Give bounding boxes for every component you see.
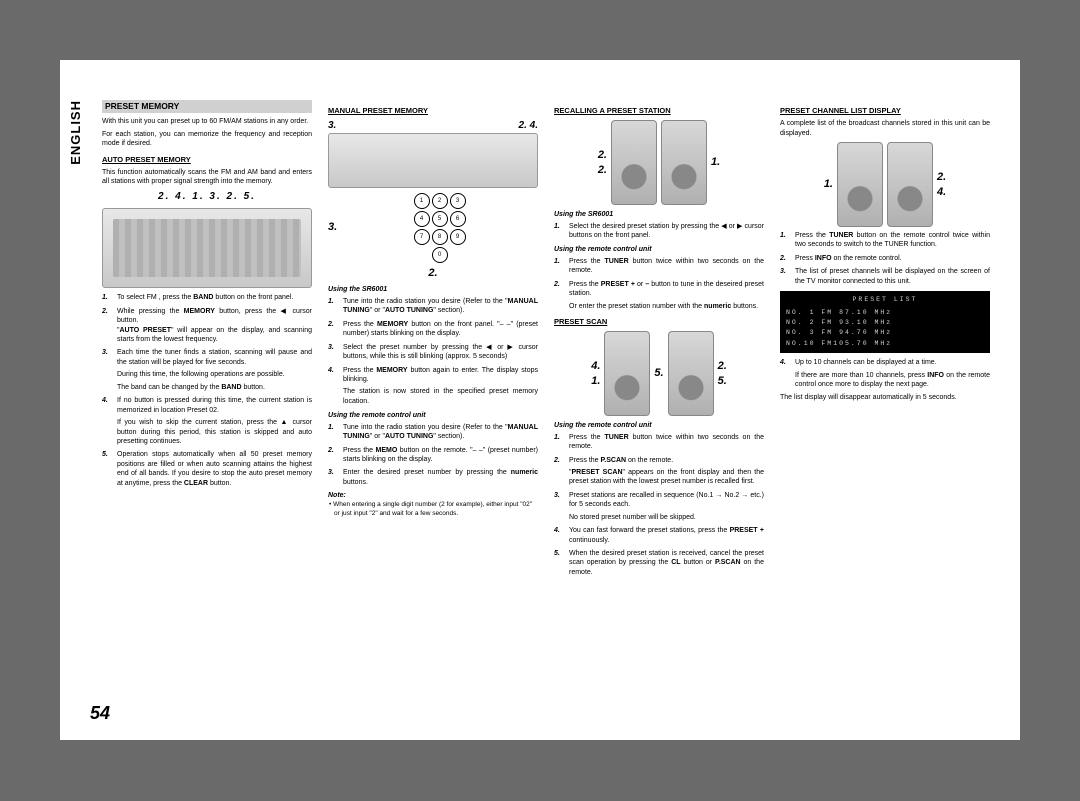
using-sr6001-2: Using the SR6001 [554,210,764,219]
scan-m: 5. [654,366,663,381]
channel-list-intro: A complete list of the broadcast channel… [780,119,990,138]
scan-l2: 1. [591,374,600,389]
recall-sr6001-steps: 1.Select the desired preset station by p… [554,222,764,241]
col-2: MANUAL PRESET MEMORY 3. 2. 4. 3. 123 456 7… [328,100,538,581]
manual-remote-steps: 1.Tune into the radio station you desire… [328,423,538,488]
step-item: 4.If no button is pressed during this ti… [102,396,312,446]
recall-title: RECALLING A PRESET STATION [554,106,764,116]
preset-memory-title: PRESET MEMORY [102,100,312,113]
step-item: 1.Press the TUNER button twice within tw… [554,433,764,452]
keypad-key: 8 [432,229,448,245]
auto-intro: This function automatically scans the FM… [102,168,312,187]
remote-image-6 [887,142,933,227]
step-item: 5.When the desired preset station is rec… [554,549,764,577]
manual-page: ENGLISH PRESET MEMORY With this unit you… [60,60,1020,740]
list-r1: 2. [937,170,946,185]
list-r2: 4. [937,185,946,200]
receiver-front-image [102,208,312,288]
keypad-bottom-lbl: 2. [328,266,538,281]
col-3: RECALLING A PRESET STATION 2. 2. 1. Usin… [554,100,764,581]
scan-remote-steps: 1.Press the TUNER button twice within tw… [554,433,764,578]
lbl-3: 3. [328,119,336,133]
device-callouts: 2. 4. 1. 3. 2. 5. [102,190,312,204]
list-steps-b: 4.Up to 10 channels can be displayed at … [780,358,990,389]
col-4: PRESET CHANNEL LIST DISPLAY A complete l… [780,100,990,581]
step-item: 2.Press the P.SCAN on the remote."PRESET… [554,456,764,487]
manual-preset-title: MANUAL PRESET MEMORY [328,106,538,116]
list-tail: The list display will disappear automati… [780,393,990,402]
col-1: PRESET MEMORY With this unit you can pre… [102,100,312,581]
step-item: 4.Press the MEMORY button again to enter… [328,366,538,407]
keypad-key: 9 [450,229,466,245]
page-number: 54 [90,703,110,724]
keypad-key: 2 [432,193,448,209]
note-heading: Note: [328,491,538,500]
using-remote-2: Using the remote control unit [554,245,764,254]
keypad-key: 4 [414,211,430,227]
step-item: 4.You can fast forward the preset statio… [554,526,764,545]
language-tab: ENGLISH [68,100,83,165]
step-item: 1.Press the TUNER button on the remote c… [780,231,990,250]
step-item: 1.Select the desired preset station by p… [554,222,764,241]
using-remote-3: Using the remote control unit [554,421,764,430]
step-item: 1.Press the TUNER button twice within tw… [554,257,764,276]
step-item: 2.While pressing the MEMORY button, pres… [102,307,312,345]
list-l: 1. [824,177,833,192]
step-item: 3.Each time the tuner finds a station, s… [102,348,312,392]
list-remote-row: 1. 2. 4. [780,142,990,227]
step-item: 3.The list of preset channels will be di… [780,267,990,286]
remote-image-4 [668,331,714,416]
recall-l1: 2. [598,148,607,163]
step-item: 2.Press the PRESET + or – button to tune… [554,280,764,311]
channel-list-title: PRESET CHANNEL LIST DISPLAY [780,106,990,116]
auto-preset-title: AUTO PRESET MEMORY [102,155,312,165]
auto-steps: 1.To select FM , press the BAND button o… [102,293,312,488]
manual-sr6001-steps: 1.Tune into the radio station you desire… [328,297,538,406]
intro-2: For each station, you can memorize the f… [102,130,312,149]
step-item: 4.Up to 10 channels can be displayed at … [780,358,990,389]
scan-r1: 2. [718,359,727,374]
mini-top-labels: 3. 2. 4. [328,119,538,133]
keypad-key: 5 [432,211,448,227]
keypad-key: 3 [450,193,466,209]
keypad-left-lbl: 3. [328,220,337,235]
using-remote-1: Using the remote control unit [328,411,538,420]
keypad-key: 7 [414,229,430,245]
recall-r: 1. [711,155,720,170]
step-item: 1.Tune into the radio station you desire… [328,297,538,316]
recall-remote-steps: 1.Press the TUNER button twice within tw… [554,257,764,311]
step-item: 1.To select FM , press the BAND button o… [102,293,312,302]
step-item: 3.Select the preset number by pressing t… [328,343,538,362]
content-columns: PRESET MEMORY With this unit you can pre… [102,100,990,581]
recall-l2: 2. [598,163,607,178]
list-steps-a: 1.Press the TUNER button on the remote c… [780,231,990,286]
step-item: 2.Press the MEMORY button on the front p… [328,320,538,339]
scan-remote-row: 4. 1. 5. 2. 5. [554,331,764,416]
tv-screen-display: PRESET LISTNO. 1 FM 87.10 MHzNO. 2 FM 93… [780,291,990,353]
keypad-image: 123 456 7890 [412,193,467,263]
step-item: 2.Press INFO on the remote control. [780,254,990,263]
remote-image-5 [837,142,883,227]
receiver-mini-image [328,133,538,188]
keypad-key: 0 [432,247,448,263]
remote-image-3 [604,331,650,416]
keypad-key: 1 [414,193,430,209]
step-item: 5.Operation stops automatically when all… [102,450,312,488]
keypad-key: 6 [450,211,466,227]
remote-image-2 [661,120,707,205]
step-item: 1.Tune into the radio station you desire… [328,423,538,442]
step-item: 3.Enter the desired preset number by pre… [328,468,538,487]
recall-remote-row: 2. 2. 1. [554,120,764,205]
preset-scan-title: PRESET SCAN [554,317,764,327]
scan-r2: 5. [718,374,727,389]
step-item: 2.Press the MEMO button on the remote. "… [328,446,538,465]
remote-image-1 [611,120,657,205]
step-item: 3.Preset stations are recalled in sequen… [554,491,764,522]
scan-l1: 4. [591,359,600,374]
intro-1: With this unit you can preset up to 60 F… [102,117,312,126]
using-sr6001-1: Using the SR6001 [328,285,538,294]
lbl-24: 2. 4. [519,119,538,133]
note-body: • When entering a single digit number (2… [334,501,538,519]
